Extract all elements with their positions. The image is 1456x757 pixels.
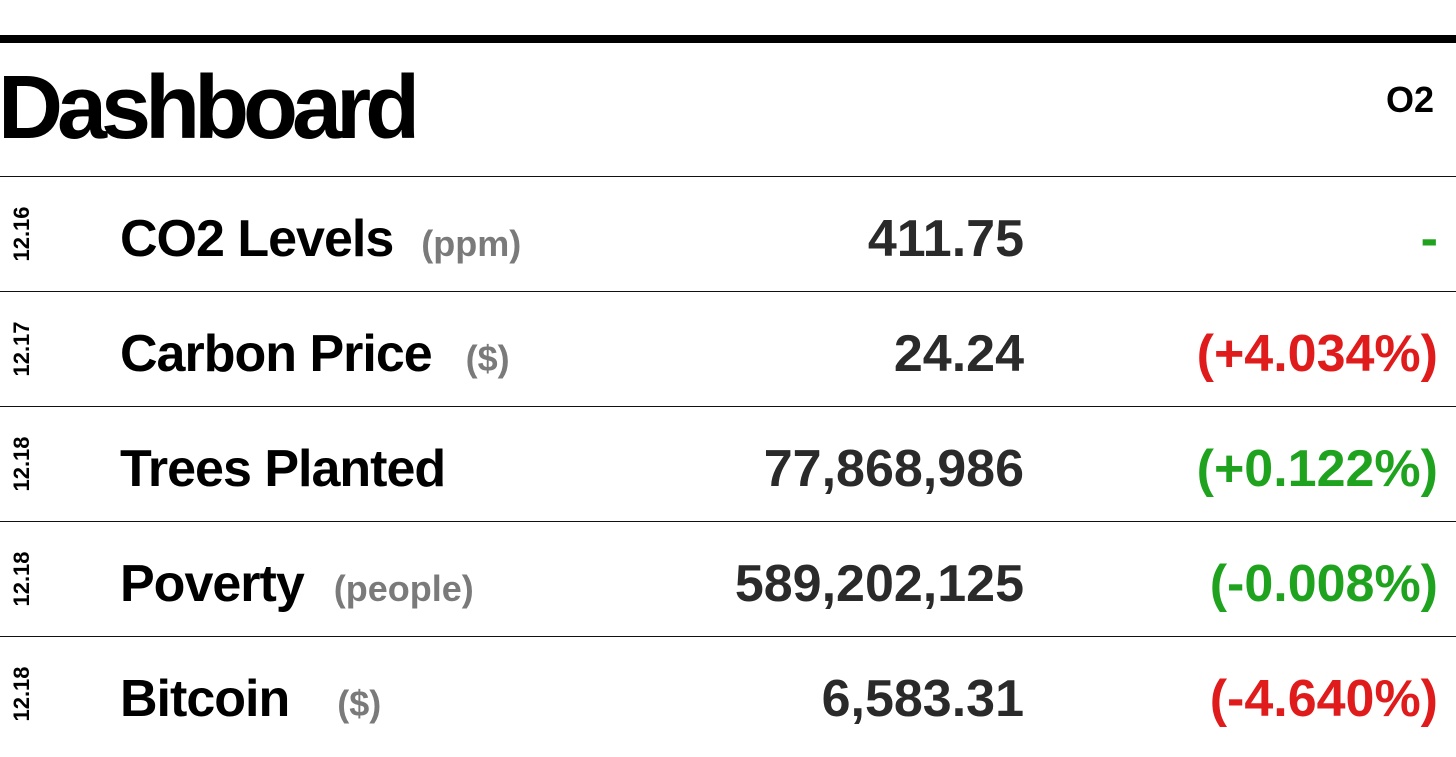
metric-value: 6,583.31 <box>821 670 1024 728</box>
metric-value: 77,868,986 <box>763 440 1024 498</box>
metric-change: (-4.640%) <box>1209 670 1438 728</box>
metric-row-bitcoin: 12.18 Bitcoin ($) 6,583.31 (-4.640%) <box>0 636 1456 751</box>
metric-label: Bitcoin ($) <box>120 671 381 732</box>
metric-row-trees-planted: 12.18 Trees Planted 77,868,986 (+0.122%) <box>0 406 1456 521</box>
metric-name: Carbon Price <box>120 325 433 383</box>
row-date: 12.16 <box>9 206 34 262</box>
metric-label: Carbon Price ($) <box>120 326 510 387</box>
row-date: 12.18 <box>9 666 34 722</box>
row-date: 12.18 <box>9 551 34 607</box>
metric-value: 24.24 <box>893 325 1024 383</box>
metric-row-carbon-price: 12.17 Carbon Price ($) 24.24 (+4.034%) <box>0 291 1456 406</box>
metric-label: Poverty (people) <box>120 556 474 617</box>
metric-change: - <box>1420 210 1438 268</box>
metric-value: 411.75 <box>867 210 1024 268</box>
metric-name: Poverty <box>120 555 305 613</box>
metric-change: (+0.122%) <box>1196 440 1438 498</box>
metric-unit: (people) <box>333 568 474 609</box>
metric-name: CO2 Levels <box>120 210 394 268</box>
metric-name: Bitcoin <box>120 670 290 728</box>
row-date: 12.17 <box>9 321 34 377</box>
metric-value: 589,202,125 <box>734 555 1024 613</box>
metric-name: Trees Planted <box>120 440 446 498</box>
metric-unit: (ppm) <box>421 223 522 264</box>
metric-label: CO2 Levels (ppm) <box>120 211 521 272</box>
metric-unit: ($) <box>465 338 510 379</box>
metric-change: (+4.034%) <box>1196 325 1438 383</box>
metric-change: (-0.008%) <box>1209 555 1438 613</box>
metric-label: Trees Planted <box>120 440 446 502</box>
metric-row-co2: 12.16 CO2 Levels (ppm) 411.75 - <box>0 176 1456 291</box>
metric-row-poverty: 12.18 Poverty (people) 589,202,125 (-0.00… <box>0 521 1456 636</box>
metric-unit: ($) <box>337 683 382 724</box>
dashboard-table: 12.16 CO2 Levels (ppm) 411.75 - 12.17 Car… <box>0 176 1456 751</box>
row-date: 12.18 <box>9 436 34 492</box>
issue-number: O2 <box>1385 79 1434 120</box>
page-title: Dashboard <box>0 58 420 158</box>
top-rule <box>0 35 1456 43</box>
